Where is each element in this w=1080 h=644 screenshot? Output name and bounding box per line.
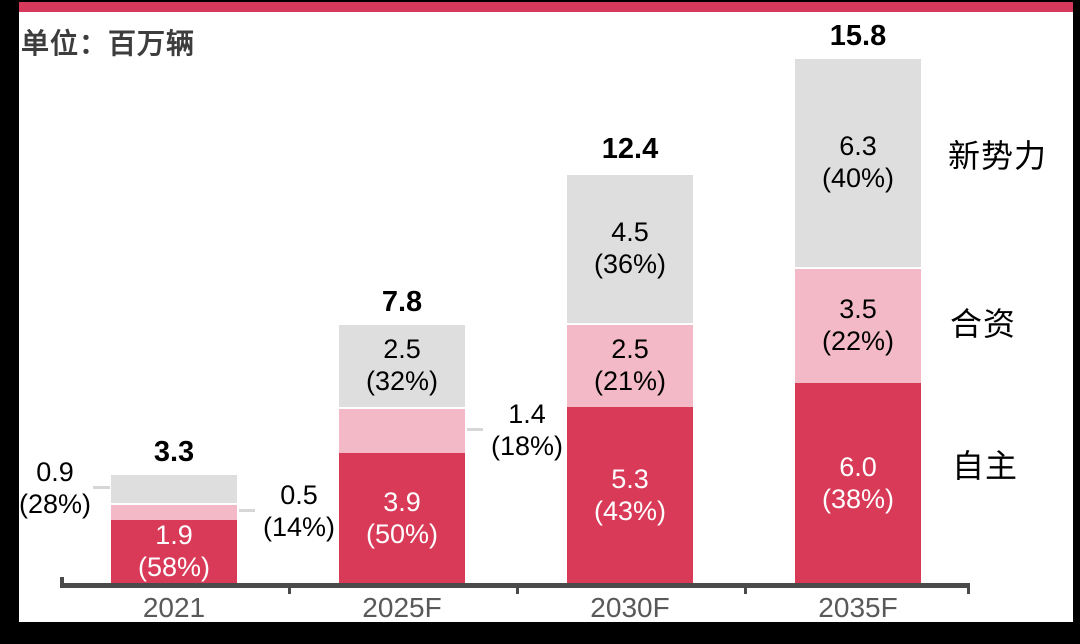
- segment-label: 6.3 (40%): [795, 57, 921, 267]
- accent-top-line: [19, 2, 1073, 12]
- x-axis-tick: [288, 583, 291, 594]
- unit-label: 单位：百万辆: [21, 28, 196, 59]
- legend-item-new-forces: 新势力: [948, 138, 1048, 174]
- segment-label-line: (43%): [593, 495, 667, 526]
- segment-label-line: 2.5: [611, 333, 649, 364]
- outside-label: 0.5 (14%): [257, 479, 341, 543]
- leader-line: [93, 486, 110, 490]
- outside-label-line: (28%): [18, 489, 92, 520]
- total-label: 3.3: [153, 436, 195, 469]
- bar-segment-new_forces: [111, 473, 237, 504]
- outside-label: 0.9 (28%): [5, 456, 105, 520]
- legend-item-domestic: 自主: [952, 448, 1019, 484]
- segment-label: 3.9 (50%): [339, 453, 465, 583]
- x-axis-endcap-left: [60, 577, 64, 588]
- total-label: 12.4: [601, 133, 659, 166]
- bar-segment-domestic: [111, 519, 237, 583]
- bar-segment-joint_venture: [111, 503, 237, 520]
- bar-segment-domestic: [339, 453, 465, 583]
- segment-label-line: 6.0: [839, 452, 877, 483]
- segment-label: 3.5 (22%): [795, 267, 921, 384]
- segment-label: 6.0 (38%): [795, 383, 921, 583]
- bar-segment-joint_venture: [795, 266, 921, 384]
- axis-category-label: 2021: [142, 592, 206, 623]
- segment-label: 4.5 (36%): [567, 173, 693, 323]
- bar-segment-joint_venture: [339, 406, 465, 454]
- segment-label-line: (22%): [821, 325, 895, 356]
- legend-item-joint-venture: 合资: [950, 306, 1017, 342]
- segment-label-line: 5.3: [611, 463, 649, 494]
- x-axis-line: [60, 583, 970, 588]
- axis-category-label: 2035F: [818, 592, 898, 623]
- total-label: 7.8: [381, 286, 423, 319]
- bar-segment-new_forces: [567, 173, 693, 324]
- segment-label: 1.9 (58%): [111, 520, 237, 583]
- segment-label-line: 2.5: [383, 333, 421, 364]
- segment-label-line: 3.5: [839, 293, 877, 324]
- segment-label-line: (40%): [821, 162, 895, 193]
- segment-label: 2.5 (32%): [339, 323, 465, 406]
- axis-category-label: 2030F: [590, 592, 670, 623]
- bar-segment-new_forces: [339, 323, 465, 407]
- outside-label-line: (14%): [262, 512, 336, 543]
- segment-label-line: (32%): [365, 365, 439, 396]
- total-label: 15.8: [829, 19, 887, 52]
- bar-segment-domestic: [795, 383, 921, 583]
- x-axis-tick: [967, 583, 970, 594]
- bar-segment-new_forces: [795, 56, 921, 267]
- outside-label-line: (18%): [490, 430, 564, 461]
- bar-segment-domestic: [567, 406, 693, 583]
- x-axis-tick: [744, 583, 747, 594]
- segment-label-line: (58%): [137, 552, 211, 583]
- leader-line: [239, 509, 255, 513]
- bar-segment-joint_venture: [567, 323, 693, 407]
- segment-label-line: (50%): [365, 519, 439, 550]
- segment-label: 2.5 (21%): [567, 323, 693, 406]
- segment-label-line: (38%): [821, 484, 895, 515]
- outside-label-line: 0.9: [36, 457, 74, 488]
- segment-label: 5.3 (43%): [567, 407, 693, 583]
- segment-label-line: (36%): [593, 249, 667, 280]
- segment-label-line: (21%): [593, 365, 667, 396]
- segment-label-line: 4.5: [611, 217, 649, 248]
- segment-label-line: 1.9: [155, 520, 193, 551]
- outside-label-line: 0.5: [280, 480, 318, 511]
- segment-label-line: 3.9: [383, 487, 421, 518]
- outside-label-line: 1.4: [508, 398, 546, 429]
- axis-category-label: 2025F: [362, 592, 442, 623]
- leader-line: [467, 427, 483, 431]
- outside-label: 1.4 (18%): [485, 398, 569, 462]
- x-axis-tick: [516, 583, 519, 594]
- segment-label-line: 6.3: [839, 130, 877, 161]
